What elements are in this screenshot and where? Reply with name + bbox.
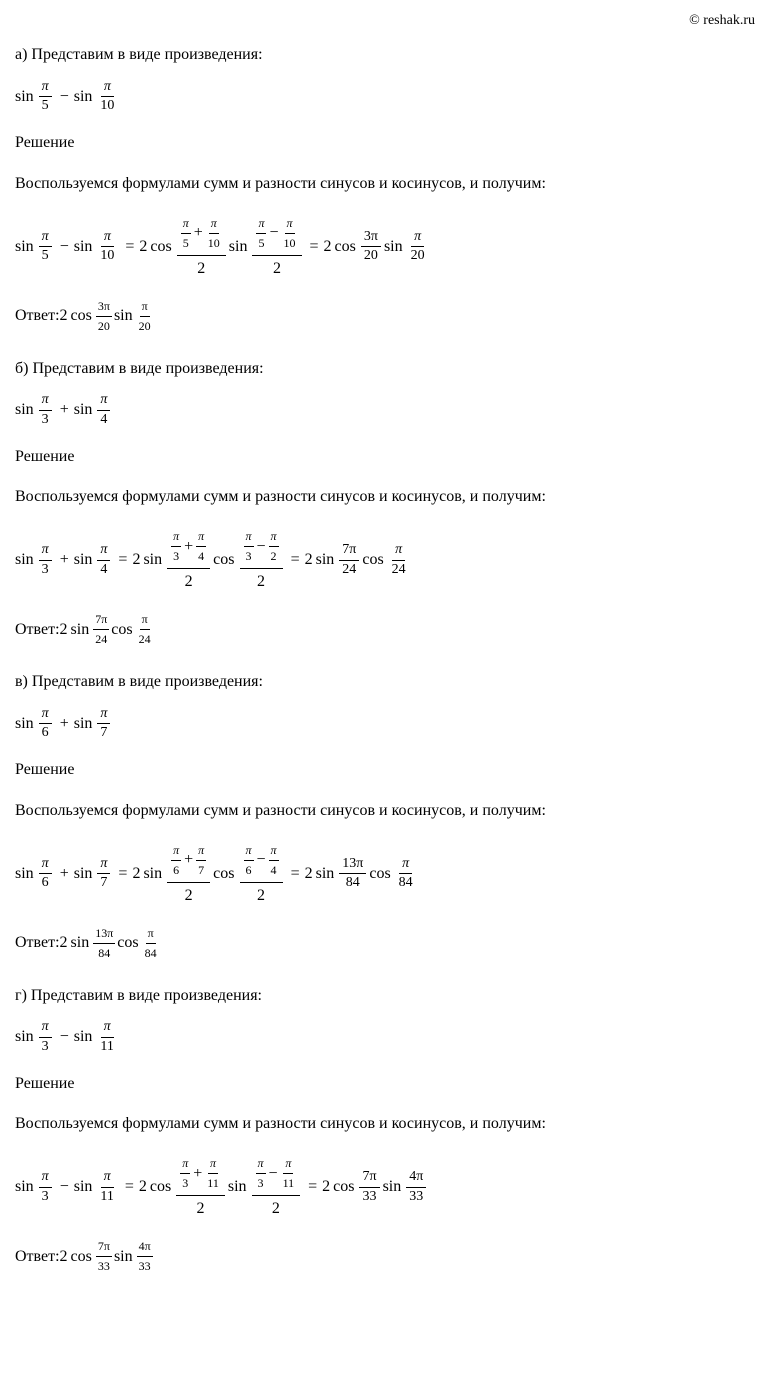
solution-label: Решение [15,1071,755,1097]
problem-b-label: б) Представим в виде произведения: [15,356,755,382]
problem-a-label: а) Представим в виде произведения: [15,42,755,68]
problem-b-work: sin π3 + sin π4 = 2sin π3 + π4 2 cos π3 … [15,525,755,595]
problem-a-expression: sin π5 − sin π10 [15,78,755,115]
problem-a-answer: Ответ: 2cos 3π20 sin π20 [15,297,755,336]
problem-b-answer: Ответ: 2sin 7π24 cos π24 [15,610,755,649]
solution-label: Решение [15,444,755,470]
copyright: © reshak.ru [15,10,755,32]
problem-c-label: в) Представим в виде произведения: [15,669,755,695]
problem-d-label: г) Представим в виде произведения: [15,983,755,1009]
solution-text: Воспользуемся формулами сумм и разности … [15,484,755,510]
problem-a-work: sin π5 − sin π10 = 2cos π5 + π10 2 sin π… [15,212,755,282]
solution-label: Решение [15,757,755,783]
solution-text: Воспользуемся формулами сумм и разности … [15,171,755,197]
problem-c-answer: Ответ: 2sin 13π84 cos π84 [15,924,755,963]
problem-d-work: sin π3 − sin π11 = 2cos π3 + π11 2 sin π… [15,1152,755,1222]
problem-d-answer: Ответ: 2cos 7π33 sin 4π33 [15,1237,755,1276]
problem-c-expression: sin π6 + sin π7 [15,705,755,742]
problem-b-expression: sin π3 + sin π4 [15,391,755,428]
solution-label: Решение [15,130,755,156]
problem-c-work: sin π6 + sin π7 = 2sin π6 + π7 2 cos π6 … [15,839,755,909]
problem-d-expression: sin π3 − sin π11 [15,1018,755,1055]
solution-text: Воспользуемся формулами сумм и разности … [15,1111,755,1137]
solution-text: Воспользуемся формулами сумм и разности … [15,798,755,824]
